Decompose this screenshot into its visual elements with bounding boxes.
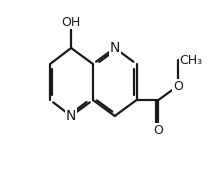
Text: OH: OH bbox=[62, 16, 81, 28]
Text: O: O bbox=[173, 79, 183, 93]
Text: —: — bbox=[179, 55, 188, 65]
Text: N: N bbox=[110, 41, 120, 55]
Text: N: N bbox=[66, 109, 76, 123]
Text: O: O bbox=[154, 124, 163, 136]
Text: CH₃: CH₃ bbox=[180, 53, 203, 67]
